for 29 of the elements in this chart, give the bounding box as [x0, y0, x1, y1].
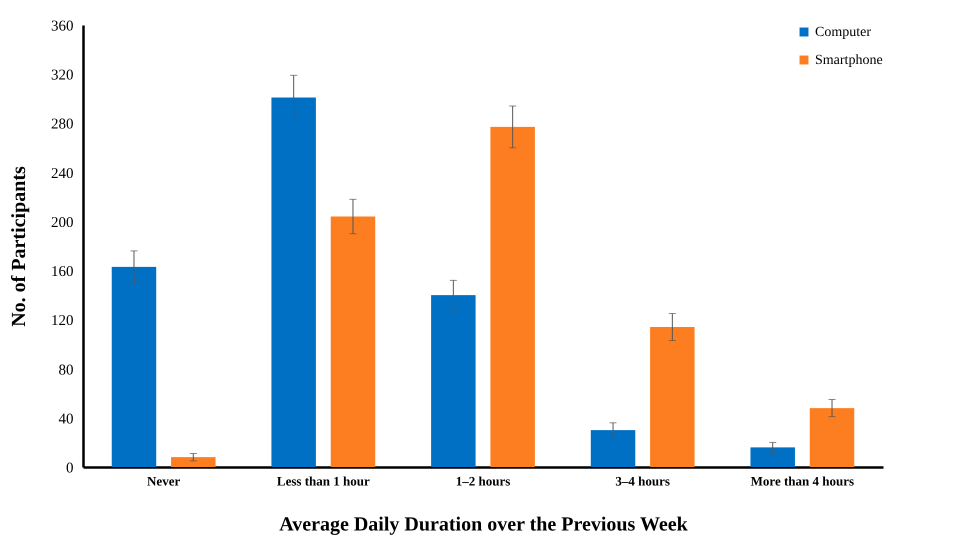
y-tick-label: 120 — [51, 313, 74, 330]
x-tick-label: Less than 1 hour — [276, 474, 370, 488]
legend-label: Computer — [815, 25, 872, 40]
bar — [490, 126, 535, 467]
x-tick-label: 3–4 hours — [615, 474, 670, 488]
bar — [650, 327, 695, 467]
y-tick-label: 240 — [51, 166, 74, 182]
legend-label: Smartphone — [815, 53, 883, 68]
y-tick-label: 280 — [51, 116, 74, 133]
x-tick-label: 1–2 hours — [456, 474, 510, 488]
y-tick-label: 320 — [51, 68, 74, 84]
bar — [590, 430, 636, 467]
bar — [171, 457, 216, 467]
y-tick-label: 200 — [51, 214, 74, 231]
y-tick-label: 0 — [66, 460, 74, 476]
y-axis-title: No. of Participants — [8, 166, 30, 327]
x-axis-title: Average Daily Duration over the Previous Week — [279, 514, 689, 536]
y-tick-label: 360 — [51, 18, 74, 34]
bar — [330, 216, 376, 467]
bar — [431, 295, 476, 467]
bar — [112, 266, 156, 467]
y-tick-label: 80 — [58, 362, 74, 378]
bar — [271, 97, 316, 467]
bar — [810, 408, 854, 467]
y-tick-label: 40 — [58, 411, 74, 428]
x-tick-label: Never — [147, 474, 180, 488]
bar — [750, 447, 795, 467]
x-tick-label: More than 4 hours — [750, 474, 854, 488]
y-tick-label: 160 — [51, 264, 74, 280]
